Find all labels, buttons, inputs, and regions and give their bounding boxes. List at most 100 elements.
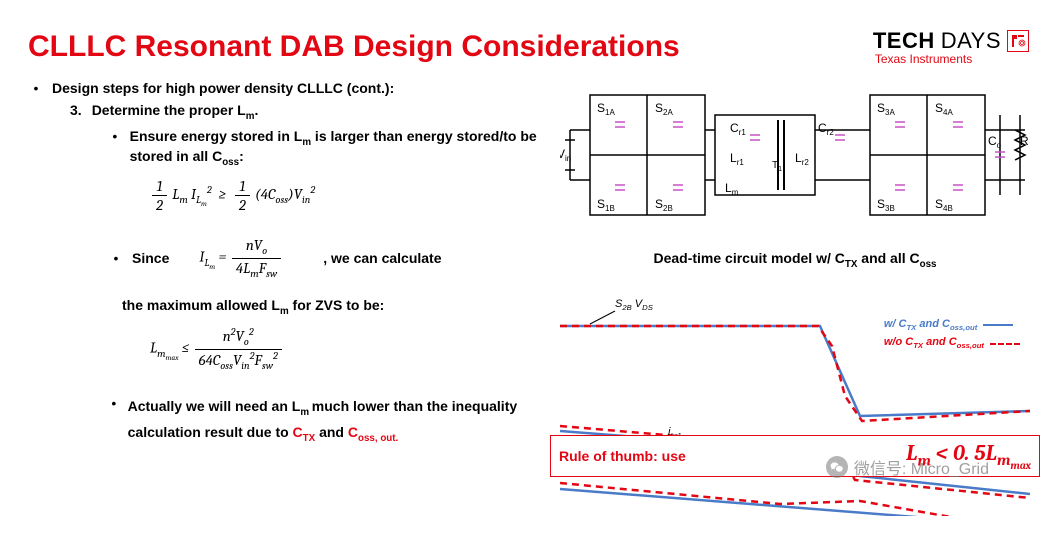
eq3-V: V bbox=[236, 327, 244, 345]
eq2-num-sub: o bbox=[262, 245, 267, 257]
rule-of-thumb-box: Rule of thumb: use Lm < 0. 5Lmmax bbox=[550, 435, 1040, 477]
b1a: Ensure energy stored in L bbox=[130, 128, 303, 144]
rule-label: Rule of thumb: use bbox=[559, 448, 686, 464]
svg-text:R: R bbox=[1020, 134, 1029, 148]
eq3-le: ≤ bbox=[182, 339, 193, 357]
logo-subtitle: Texas Instruments bbox=[875, 52, 1029, 66]
gt-s2: oss bbox=[920, 259, 937, 270]
b4a-sub: m bbox=[300, 406, 311, 417]
svg-text:S1A: S1A bbox=[597, 101, 615, 117]
eq1r-num: 1 bbox=[235, 177, 250, 196]
eq1-Lm-sub: m bbox=[179, 194, 187, 206]
graph-title: Dead-time circuit model w/ CTX and all C… bbox=[560, 250, 1030, 270]
content-body: • Design steps for high power density CL… bbox=[30, 80, 550, 453]
eq2-eq: = bbox=[219, 248, 230, 266]
line3a: the maximum allowed L bbox=[122, 297, 280, 313]
eq3-sw2: 2 bbox=[273, 350, 278, 362]
legend-dash-icon bbox=[990, 343, 1020, 345]
svg-text:Lm: Lm bbox=[725, 181, 739, 197]
bullet-icon: • bbox=[110, 128, 120, 168]
equation-3: Lmmax ≤ n2Vo2 64CossVin2Fsw2 bbox=[150, 326, 550, 372]
eq2-F: F bbox=[259, 259, 266, 277]
svg-text:S4A: S4A bbox=[935, 101, 953, 117]
svg-text:Cr2: Cr2 bbox=[818, 121, 834, 137]
b4-and: and bbox=[315, 424, 348, 440]
b1b-sub: oss bbox=[222, 156, 239, 167]
svg-text:Cr1: Cr1 bbox=[730, 121, 746, 137]
svg-text:S2A: S2A bbox=[655, 101, 673, 117]
eq3-Vin: V bbox=[233, 351, 241, 369]
bullet-icon: • bbox=[30, 80, 42, 96]
gt-b: and all C bbox=[857, 250, 919, 266]
legend-solid-icon bbox=[983, 324, 1013, 326]
line3a-sub: m bbox=[280, 305, 289, 316]
svg-text:Lr2: Lr2 bbox=[795, 151, 809, 167]
eq1-in: in bbox=[302, 194, 310, 206]
eq3-oss: oss bbox=[220, 360, 233, 372]
ti-chip-icon bbox=[1007, 30, 1029, 52]
eq1-I-sup: 2 bbox=[207, 184, 212, 196]
brand-logo: TECH DAYS Texas Instruments bbox=[873, 28, 1029, 66]
eq1-ge: ≥ bbox=[218, 185, 226, 203]
b4a: Actually we will need an L bbox=[128, 398, 301, 414]
eq3-L-sub: m bbox=[157, 348, 165, 360]
equation-1: 12 Lm ILm2 ≥ 12 (4Coss)Vin2 bbox=[150, 177, 550, 214]
b4-ctx: C bbox=[293, 424, 303, 440]
eq1-den: 2 bbox=[152, 196, 167, 214]
logo-tech: TECH bbox=[873, 28, 935, 54]
eq3-F: F bbox=[254, 351, 261, 369]
bullet-1: Ensure energy stored in Lm is larger tha… bbox=[130, 128, 550, 168]
b1c: : bbox=[239, 148, 244, 164]
gt-a: Dead-time circuit model w/ C bbox=[653, 250, 844, 266]
bullet-icon: • bbox=[110, 395, 118, 448]
b4-coss: C bbox=[348, 424, 358, 440]
eq2-I-subsub: m bbox=[209, 262, 215, 271]
eq1-sq: 2 bbox=[310, 184, 315, 196]
circuit-diagram: S1A S2A S1B S2B Vin Cr1 Lr1 Lm T1 Cr2 Lr… bbox=[560, 90, 1030, 220]
heading-text: Design steps for high power density CLLL… bbox=[52, 80, 394, 96]
rule-formula: Lm < 0. 5Lmmax bbox=[906, 440, 1031, 472]
since-tail: , we can calculate bbox=[323, 250, 441, 266]
equation-2: ILm = nVo 4LmFsw bbox=[199, 236, 283, 280]
trace-label-vds: S2B VDS bbox=[615, 298, 653, 312]
eq2-sw: sw bbox=[266, 268, 277, 280]
eq1-oss: oss bbox=[275, 194, 288, 206]
since-label: Since bbox=[132, 250, 169, 266]
svg-text:Lr1: Lr1 bbox=[730, 151, 744, 167]
b4-coss-sub: oss, out. bbox=[358, 433, 398, 444]
gt-s1: TX bbox=[845, 259, 858, 270]
logo-days: DAYS bbox=[941, 28, 1001, 54]
eq2-4L: 4L bbox=[236, 259, 250, 277]
eq3-o2: 2 bbox=[249, 326, 254, 338]
slide-title: CLLLC Resonant DAB Design Considerations bbox=[28, 30, 680, 64]
svg-text:S1B: S1B bbox=[597, 197, 615, 213]
eq3-64C: 64C bbox=[199, 351, 221, 369]
step-title: Determine the proper Lm. bbox=[92, 102, 259, 122]
step-title-end: . bbox=[254, 102, 258, 118]
step-number: 3. bbox=[70, 102, 82, 122]
eq3-sw: sw bbox=[262, 360, 273, 372]
b1a-sub: m bbox=[302, 137, 311, 148]
svg-text:S3B: S3B bbox=[877, 197, 895, 213]
eq1-4c: (4C bbox=[255, 185, 275, 203]
line3b: for ZVS to be: bbox=[289, 297, 385, 313]
svg-text:S3A: S3A bbox=[877, 101, 895, 117]
eq3-L-subsub: max bbox=[166, 353, 179, 362]
eq1-vin: )V bbox=[288, 185, 302, 203]
eq1-I-subsub: m bbox=[201, 199, 207, 208]
graph-legend: w/ CTX and Coss,out w/o CTX and Coss,out bbox=[884, 316, 1020, 353]
b4-ctx-sub: TX bbox=[303, 433, 316, 444]
eq1r-den: 2 bbox=[235, 196, 250, 214]
bullet-4: Actually we will need an Lm much lower t… bbox=[128, 395, 550, 448]
eq3-in: in bbox=[241, 360, 249, 372]
eq3-n: n bbox=[223, 327, 231, 345]
eq1-num: 1 bbox=[152, 177, 167, 196]
dead-time-graph: Dead-time circuit model w/ CTX and all C… bbox=[560, 250, 1030, 530]
line-3: the maximum allowed Lm for ZVS to be: bbox=[122, 297, 550, 317]
step-title-text: Determine the proper L bbox=[92, 102, 246, 118]
eq2-num: nV bbox=[246, 236, 262, 254]
svg-text:S4B: S4B bbox=[935, 197, 953, 213]
eq2-m: m bbox=[250, 268, 258, 280]
svg-text:S2B: S2B bbox=[655, 197, 673, 213]
bullet-icon: • bbox=[110, 250, 122, 266]
